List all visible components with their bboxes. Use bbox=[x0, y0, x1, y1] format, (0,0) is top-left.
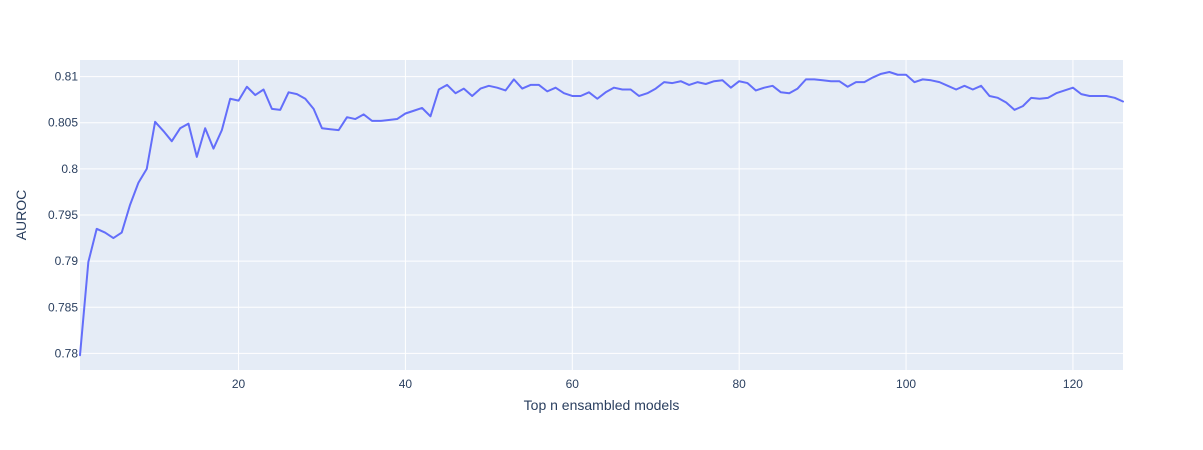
y-tick-label: 0.78 bbox=[55, 346, 79, 360]
y-tick-label: 0.785 bbox=[48, 300, 78, 314]
x-tick-label: 80 bbox=[732, 377, 746, 391]
x-tick-label: 40 bbox=[399, 377, 413, 391]
y-axis-title: AUROC bbox=[13, 190, 29, 241]
x-tick-label: 100 bbox=[896, 377, 916, 391]
x-tick-label: 60 bbox=[566, 377, 580, 391]
y-tick-label: 0.79 bbox=[55, 254, 79, 268]
y-tick-label: 0.805 bbox=[48, 116, 78, 130]
y-tick-label: 0.8 bbox=[61, 162, 78, 176]
x-tick-label: 120 bbox=[1063, 377, 1083, 391]
y-tick-label: 0.795 bbox=[48, 208, 78, 222]
x-axis-title: Top n ensambled models bbox=[524, 397, 680, 413]
y-tick-label: 0.81 bbox=[55, 70, 79, 84]
gridlines bbox=[80, 60, 1123, 370]
x-axis-ticks: 20 40 60 80 100 120 bbox=[232, 377, 1083, 391]
x-tick-label: 20 bbox=[232, 377, 246, 391]
auroc-series-line bbox=[79, 70, 1124, 357]
y-axis-ticks: 0.78 0.785 0.79 0.795 0.8 0.805 0.81 bbox=[48, 70, 78, 361]
